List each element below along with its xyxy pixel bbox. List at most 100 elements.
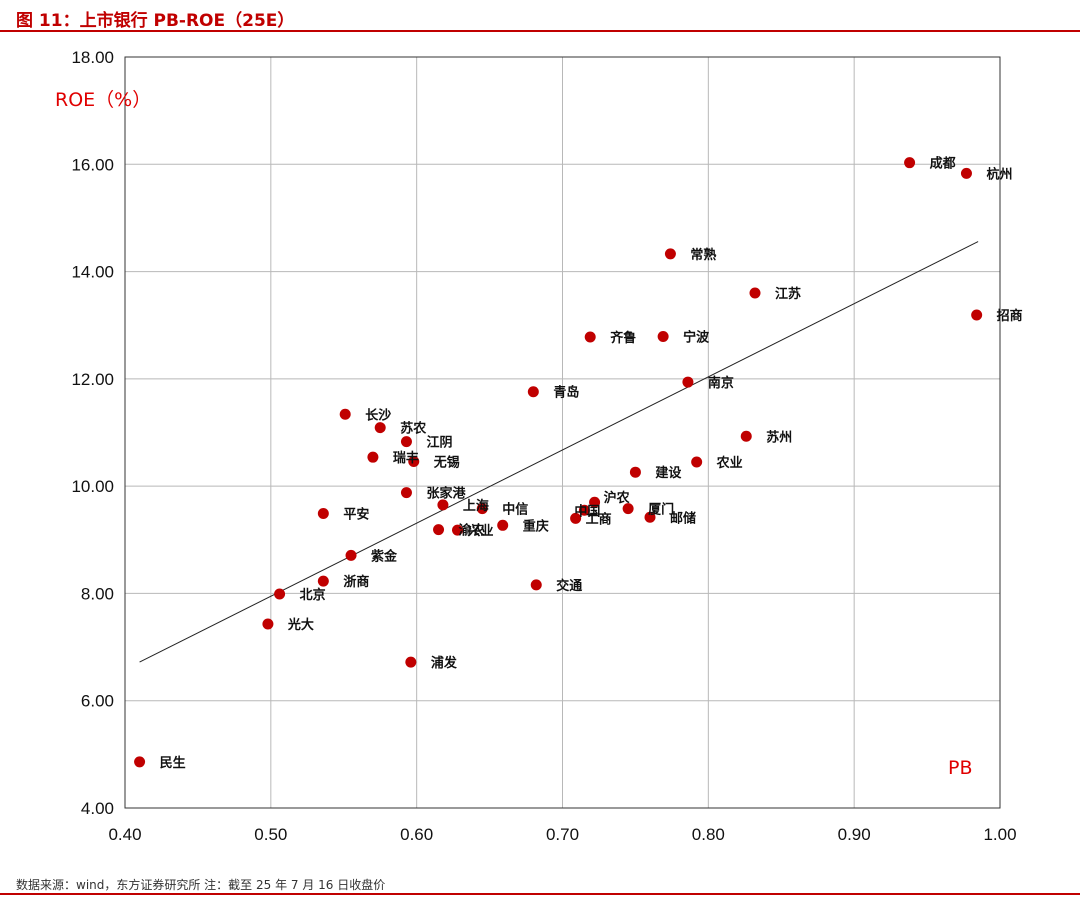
x-tick-label: 0.90 — [838, 825, 871, 844]
data-point — [682, 376, 694, 388]
data-point — [622, 503, 634, 515]
data-label: 兴业 — [468, 523, 494, 539]
plot-frame — [124, 56, 1001, 809]
data-label: 建设 — [655, 465, 682, 481]
data-point — [408, 455, 420, 467]
data-label: 中国 — [574, 503, 600, 519]
x-axis-title: PB — [948, 757, 973, 779]
data-label: 青岛 — [553, 385, 579, 401]
data-point — [134, 756, 146, 768]
x-tick-label: 0.60 — [400, 825, 433, 844]
data-label: 农业 — [716, 455, 743, 471]
y-tick-label: 12.00 — [71, 370, 114, 389]
data-label: 中信 — [502, 502, 528, 518]
y-tick-label: 8.00 — [81, 584, 114, 603]
data-point — [740, 430, 752, 442]
data-label: 邮储 — [670, 510, 696, 526]
top-divider — [0, 30, 1080, 32]
data-label: 苏州 — [766, 429, 792, 445]
data-label: 沪农 — [604, 490, 630, 506]
data-point — [405, 656, 417, 668]
data-label: 上海 — [463, 498, 489, 514]
data-label: 厦门 — [648, 502, 674, 518]
data-point — [367, 451, 379, 463]
data-label: 浦发 — [431, 655, 458, 671]
data-point — [317, 508, 329, 520]
data-point — [904, 157, 916, 169]
data-label: 重庆 — [523, 518, 549, 534]
data-point — [629, 466, 641, 478]
data-label: 民生 — [160, 755, 186, 771]
data-point — [971, 309, 983, 321]
y-tick-label: 16.00 — [71, 155, 114, 174]
data-point — [527, 386, 539, 398]
data-point — [749, 287, 761, 299]
data-label: 长沙 — [365, 407, 391, 423]
data-point — [274, 588, 286, 600]
data-label: 齐鲁 — [610, 330, 636, 346]
data-point — [530, 579, 542, 591]
y-tick-label: 10.00 — [71, 477, 114, 496]
data-label: 北京 — [300, 587, 326, 603]
x-tick-label: 1.00 — [983, 825, 1016, 844]
data-point — [497, 519, 509, 531]
data-point — [644, 511, 656, 523]
data-point — [960, 167, 972, 179]
data-point — [570, 512, 582, 524]
data-point — [476, 503, 488, 515]
data-label: 江阴 — [426, 435, 452, 451]
data-label: 江苏 — [775, 286, 801, 302]
x-tick-label: 0.40 — [108, 825, 141, 844]
data-point — [578, 504, 590, 516]
x-tick-label: 0.80 — [692, 825, 725, 844]
data-label: 无锡 — [433, 454, 460, 470]
data-label: 紫金 — [371, 548, 398, 564]
y-tick-label: 6.00 — [81, 692, 114, 711]
data-point — [589, 496, 601, 508]
data-label: 张家港 — [426, 486, 466, 502]
data-label: 渝农 — [459, 523, 485, 539]
data-point — [584, 331, 596, 343]
y-tick-label: 4.00 — [81, 799, 114, 818]
y-tick-label: 14.00 — [71, 263, 114, 282]
data-label: 光大 — [287, 617, 314, 633]
data-point — [452, 524, 463, 536]
data-point — [664, 248, 676, 260]
y-axis-title: ROE（%） — [55, 89, 151, 111]
trendline — [139, 241, 979, 663]
x-tick-label: 0.70 — [546, 825, 579, 844]
gridlines — [124, 56, 1001, 809]
data-point — [374, 422, 386, 434]
data-label: 平安 — [343, 507, 369, 523]
x-tick-label: 0.50 — [254, 825, 287, 844]
data-label: 交通 — [556, 578, 582, 594]
figure-title: 图 11：上市银行 PB-ROE（25E） — [16, 11, 295, 31]
data-label: 成都 — [930, 156, 956, 172]
data-point — [400, 436, 412, 448]
data-label: 苏农 — [400, 421, 426, 437]
data-point — [437, 499, 449, 511]
data-label: 招商 — [997, 308, 1023, 324]
data-point — [400, 487, 412, 499]
data-point — [433, 524, 445, 536]
data-label: 工商 — [586, 511, 612, 527]
data-label: 瑞丰 — [393, 450, 419, 466]
data-point — [317, 575, 329, 587]
bottom-divider — [0, 893, 1080, 895]
data-point — [339, 408, 351, 420]
data-label: 宁波 — [683, 329, 710, 345]
data-label: 杭州 — [986, 166, 1012, 182]
y-tick-label: 18.00 — [71, 48, 114, 67]
x-axis-ticks: 0.40 0.50 0.60 0.70 0.80 0.90 1.00 — [108, 825, 1016, 844]
data-point — [691, 456, 703, 468]
data-points — [134, 157, 983, 768]
source-note: 数据来源：wind，东方证券研究所 注：截至 25 年 7 月 16 日收盘价 — [16, 878, 386, 892]
data-point — [657, 330, 669, 342]
data-point — [262, 618, 274, 630]
data-label: 常熟 — [690, 247, 716, 263]
y-axis-ticks: 4.00 6.00 8.00 10.00 12.00 14.00 16.00 18.00 — [71, 48, 114, 818]
data-label: 浙商 — [343, 574, 369, 590]
data-label: 南京 — [708, 375, 734, 391]
